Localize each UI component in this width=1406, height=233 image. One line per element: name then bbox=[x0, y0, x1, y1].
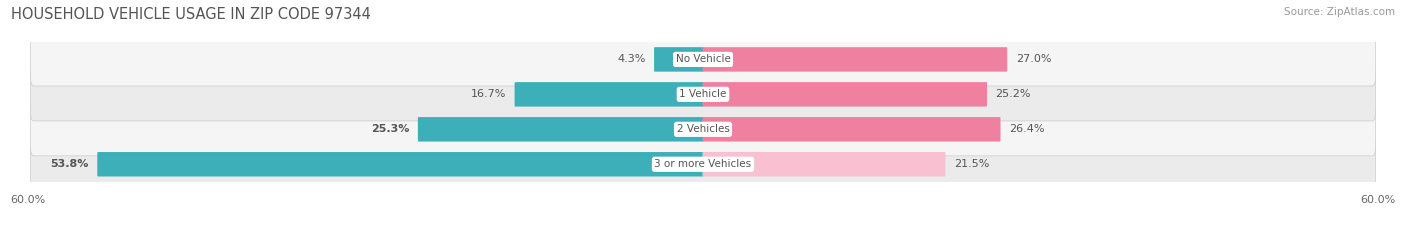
Text: 53.8%: 53.8% bbox=[51, 159, 89, 169]
FancyBboxPatch shape bbox=[515, 82, 703, 107]
FancyBboxPatch shape bbox=[703, 117, 1001, 142]
Text: 26.4%: 26.4% bbox=[1010, 124, 1045, 134]
FancyBboxPatch shape bbox=[703, 152, 945, 177]
Text: No Vehicle: No Vehicle bbox=[675, 55, 731, 64]
Text: 25.3%: 25.3% bbox=[371, 124, 409, 134]
FancyBboxPatch shape bbox=[97, 152, 703, 177]
Text: 25.2%: 25.2% bbox=[995, 89, 1031, 99]
Text: 3 or more Vehicles: 3 or more Vehicles bbox=[654, 159, 752, 169]
FancyBboxPatch shape bbox=[31, 103, 1375, 156]
Text: HOUSEHOLD VEHICLE USAGE IN ZIP CODE 97344: HOUSEHOLD VEHICLE USAGE IN ZIP CODE 9734… bbox=[11, 7, 371, 22]
Text: 60.0%: 60.0% bbox=[10, 195, 46, 205]
Text: 27.0%: 27.0% bbox=[1015, 55, 1052, 64]
FancyBboxPatch shape bbox=[418, 117, 703, 142]
Text: Source: ZipAtlas.com: Source: ZipAtlas.com bbox=[1284, 7, 1395, 17]
FancyBboxPatch shape bbox=[31, 68, 1375, 121]
FancyBboxPatch shape bbox=[703, 47, 1007, 72]
FancyBboxPatch shape bbox=[31, 33, 1375, 86]
Text: 16.7%: 16.7% bbox=[471, 89, 506, 99]
Text: 4.3%: 4.3% bbox=[617, 55, 645, 64]
Text: 2 Vehicles: 2 Vehicles bbox=[676, 124, 730, 134]
FancyBboxPatch shape bbox=[31, 138, 1375, 191]
Text: 60.0%: 60.0% bbox=[1360, 195, 1396, 205]
Text: 1 Vehicle: 1 Vehicle bbox=[679, 89, 727, 99]
FancyBboxPatch shape bbox=[703, 82, 987, 107]
Text: 21.5%: 21.5% bbox=[953, 159, 990, 169]
FancyBboxPatch shape bbox=[654, 47, 703, 72]
